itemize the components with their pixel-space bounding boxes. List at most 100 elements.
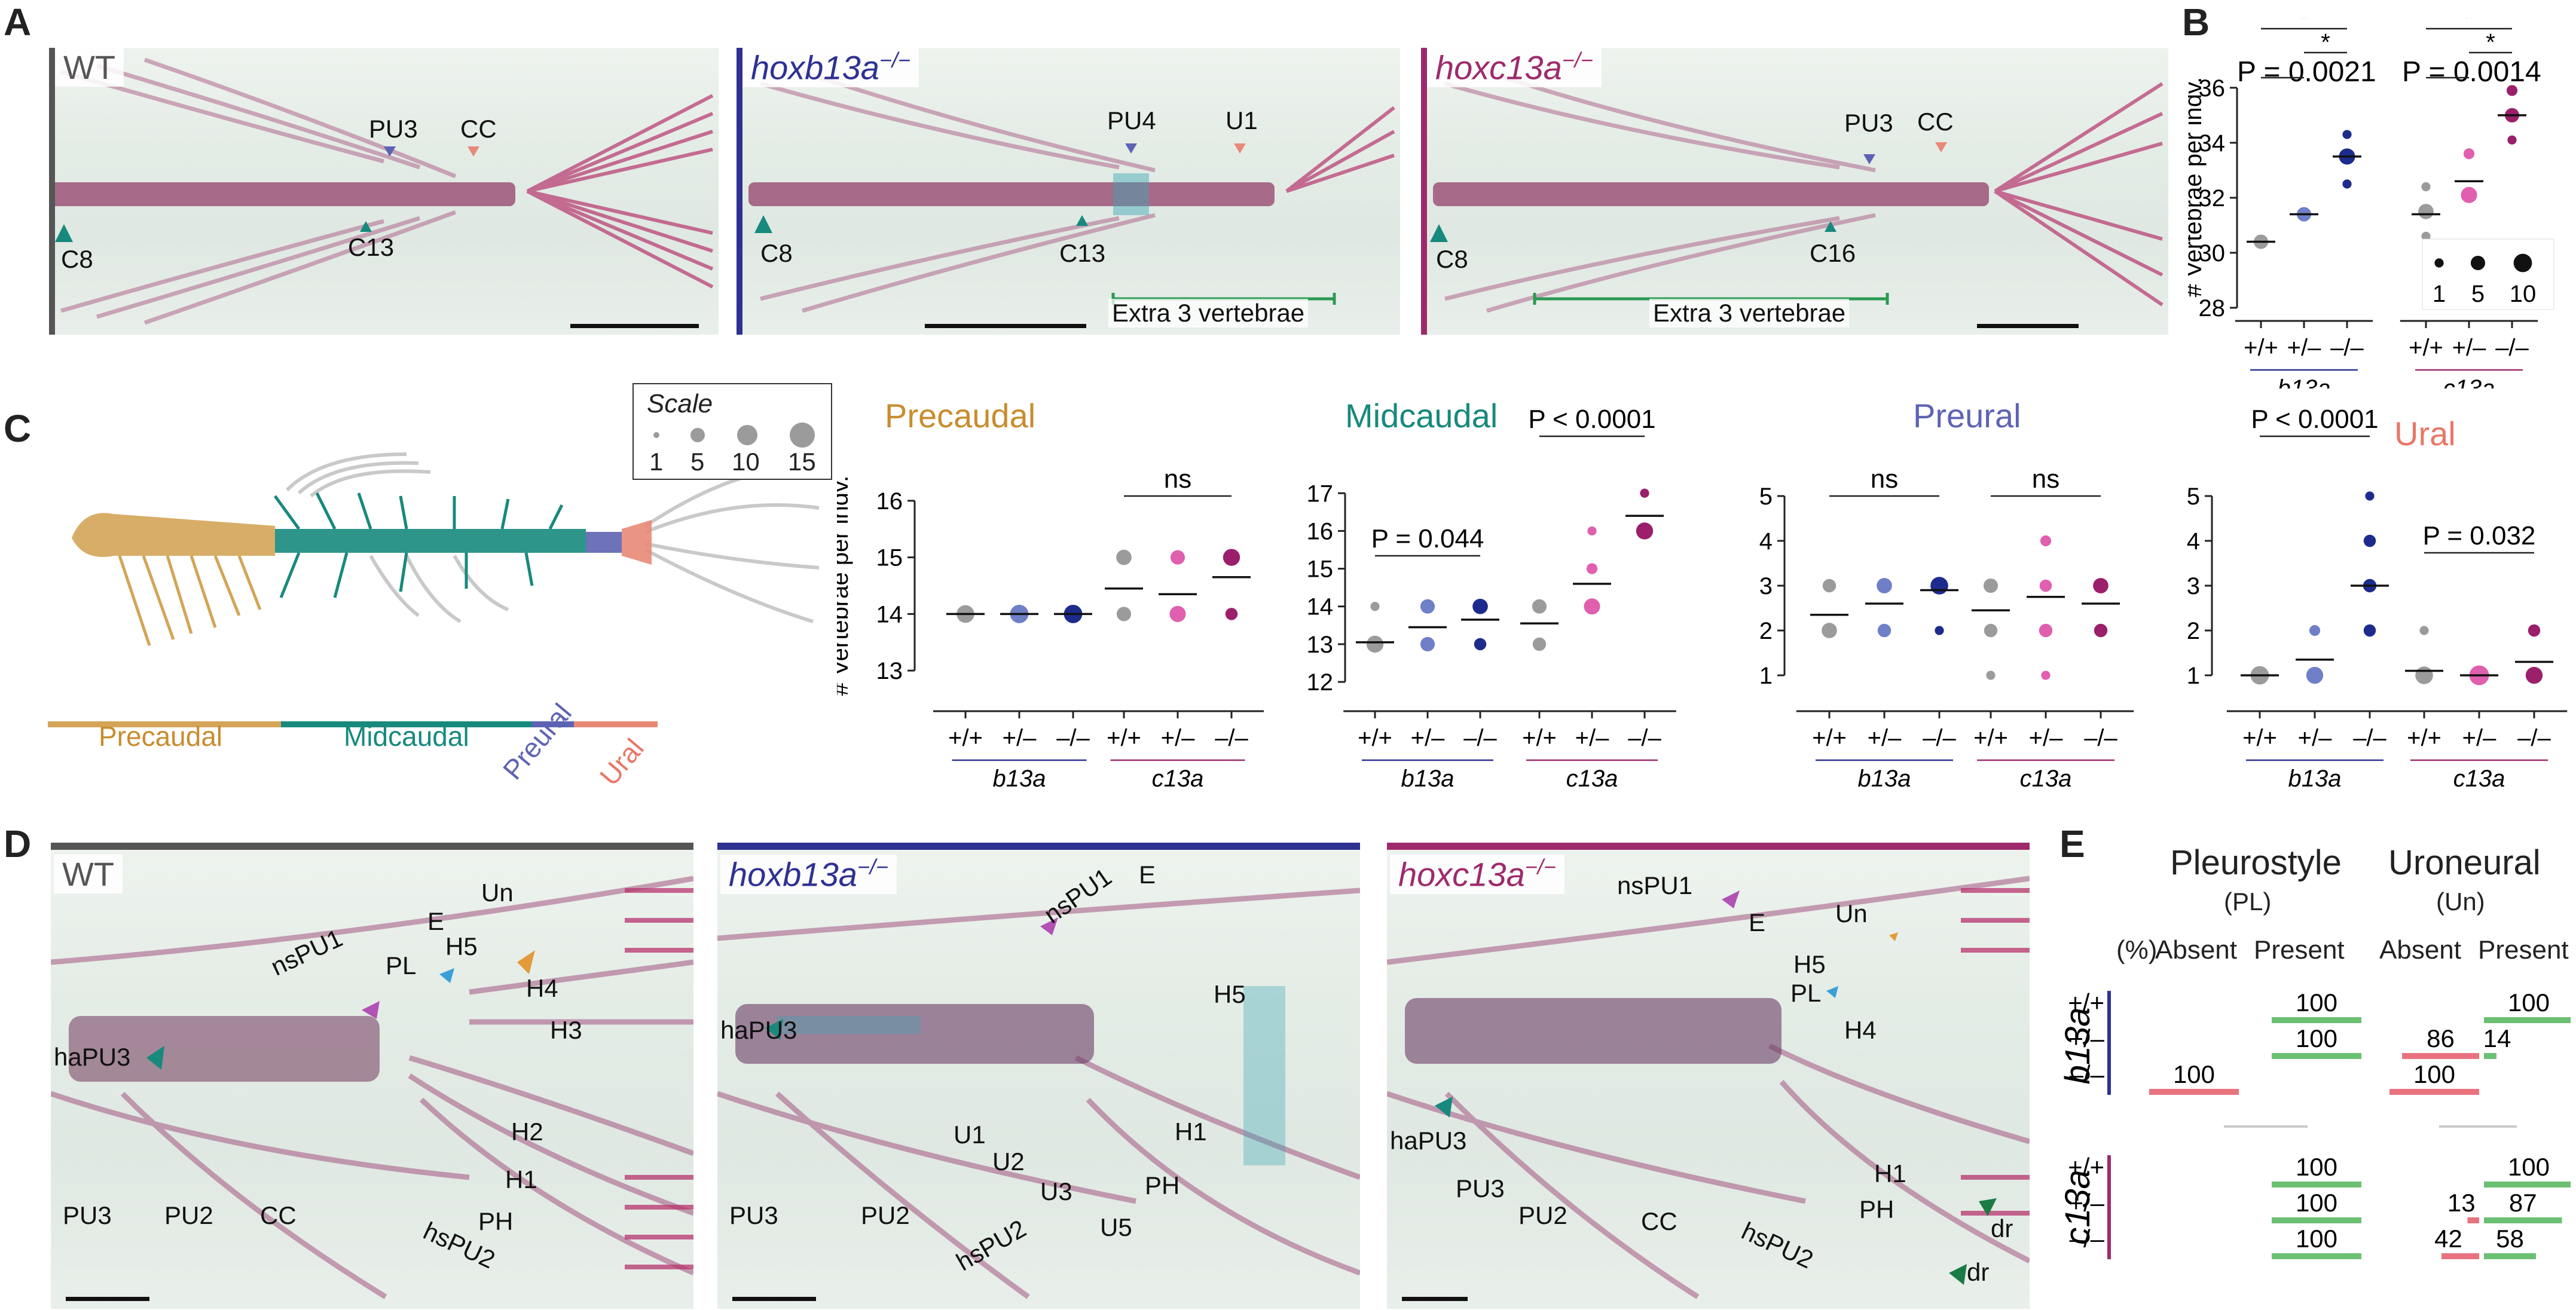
c8-arrow-icon: [1430, 224, 1448, 242]
annotation: ns: [1871, 464, 1898, 494]
c8-arrow-icon: [754, 215, 772, 233]
label-c16: C16: [1810, 239, 1856, 267]
data-point: [1420, 636, 1435, 651]
y-tick-label: 28: [2199, 295, 2226, 322]
label-pu3: PU3: [369, 115, 418, 143]
dr-arrow-icon: [1949, 1264, 1967, 1285]
data-point: [1116, 549, 1132, 565]
extra-vertebrae-label: Extra 3 vertebrae: [1649, 299, 1850, 328]
precaudal-bar: [48, 721, 281, 727]
pl-absent-value: 100: [2173, 1060, 2215, 1088]
label-c8: C8: [61, 245, 93, 273]
label-u1: U1: [954, 1121, 986, 1149]
y-tick-label: 30: [2199, 240, 2226, 267]
label-dr-1: dr: [1991, 1214, 2013, 1242]
un-present-bar: [2484, 1182, 2571, 1187]
y-tick-label: 32: [2199, 185, 2226, 212]
y-tick-label: 12: [1307, 669, 1334, 696]
label-h2: H2: [511, 1118, 543, 1146]
y-tick-label: 16: [1307, 518, 1334, 544]
y-axis-label: # Vertebrae per indv.: [2188, 77, 2207, 297]
label-h5: H5: [445, 932, 478, 960]
c16-arrow-icon: [1825, 221, 1836, 232]
u1-arrow-icon: [1234, 143, 1246, 154]
un-present-value: 100: [2508, 1153, 2550, 1181]
dr-arrow-icon: [1979, 1198, 1997, 1216]
x-tick-label: –/–: [2084, 725, 2117, 751]
panel-c-chart-precaudal: 13 14 15 16 +/+ +/– –/– b13a +/+ +/– –/– c13a Precau…: [837, 397, 1264, 792]
x-tick-label: +/–: [1003, 725, 1037, 751]
data-point: [2461, 186, 2477, 203]
caudal-skeleton-drawing: [1387, 876, 2030, 1299]
y-tick-label: 4: [1759, 528, 1773, 555]
label-nspu1: nsPU1: [1617, 871, 1693, 899]
header-pl-absent: Absent: [2155, 935, 2237, 965]
label-h1: H1: [505, 1165, 537, 1193]
header-un-absent: Absent: [2379, 935, 2461, 965]
label-pu2: PU2: [861, 1201, 910, 1229]
data-point: [2342, 179, 2352, 189]
panel-label-c: C: [4, 407, 32, 450]
label-hapu3: haPU3: [1390, 1127, 1467, 1155]
data-point: [1370, 602, 1380, 611]
un-present-bar: [2484, 1217, 2562, 1223]
label-h4: H4: [1844, 1016, 1877, 1044]
size-legend-label: 5: [2471, 281, 2485, 307]
data-point: [2306, 666, 2324, 684]
data-point: [1225, 608, 1238, 620]
data-point: [1532, 637, 1547, 651]
genotype-tag-hoxc13a: hoxc13a−/−: [1390, 855, 1564, 894]
scale-value-10: 10: [732, 448, 760, 476]
panel-a-photo-hoxc13a: hoxc13a−/− PU3 CC C8 C16 Extra 3 vertebr…: [1421, 48, 2168, 335]
size-legend-label: 10: [2510, 281, 2537, 307]
y-tick-label: 3: [2187, 573, 2200, 599]
label-cc: CC: [460, 115, 497, 143]
header-un-present: Present: [2478, 935, 2569, 965]
y-tick-label: 1: [1759, 663, 1773, 689]
genotype-tag-wt: WT: [54, 855, 123, 893]
panel-a-photo-wt: WT PU3 CC C8 C13: [49, 48, 719, 335]
gene-label: b13a: [2278, 375, 2331, 388]
data-point: [2039, 579, 2052, 592]
size-legend-dot: [2470, 255, 2486, 271]
y-tick-label: 3: [1759, 573, 1773, 599]
label-c13: C13: [348, 233, 395, 261]
label-pu3: PU3: [1844, 109, 1893, 137]
gene-label: b13a: [1858, 766, 1911, 792]
un-absent-value: 86: [2427, 1024, 2455, 1052]
genotype-label: +/+: [2068, 988, 2104, 1017]
pl-present-value: 100: [2296, 988, 2337, 1017]
data-point: [1877, 623, 1891, 638]
data-point: [1636, 522, 1654, 540]
pl-present-value: 100: [2296, 1189, 2337, 1217]
panel-label-e: E: [2059, 822, 2085, 865]
label-u3: U3: [1040, 1177, 1072, 1205]
data-point: [1532, 599, 1547, 614]
y-tick-label: 36: [2199, 75, 2226, 102]
data-point: [1170, 550, 1185, 565]
un-absent-value: 13: [2447, 1189, 2476, 1217]
x-tick-label: +/–: [2462, 725, 2496, 751]
nspu1-arrow-icon: [1040, 917, 1058, 935]
nspu1-arrow-icon: [362, 1001, 380, 1019]
data-point: [2525, 666, 2543, 684]
label-e: E: [427, 907, 445, 935]
data-point: [1472, 598, 1488, 614]
y-tick-label: 5: [2187, 483, 2200, 510]
cc-arrow-icon: [467, 146, 479, 157]
y-tick-label: 2: [1759, 618, 1773, 644]
un-absent-bar: [2441, 1253, 2479, 1259]
annotation: P = 0.032: [2423, 521, 2536, 550]
data-point: [1984, 623, 1998, 638]
un-absent-bar: [2389, 1089, 2479, 1095]
x-tick-label: +/+: [1107, 725, 1141, 751]
pl-present-bar: [2272, 1253, 2361, 1259]
y-tick-label: 5: [1759, 483, 1773, 510]
region-label-precaudal: Precaudal: [99, 721, 223, 752]
hapu3-arrow-icon: [1435, 1097, 1453, 1118]
x-tick-label: –/–: [2517, 725, 2551, 751]
gene-label: c13a: [2020, 766, 2072, 792]
annotation: P = 0.044: [1371, 524, 1484, 553]
label-u5: U5: [1100, 1213, 1132, 1241]
data-point: [2363, 624, 2376, 637]
